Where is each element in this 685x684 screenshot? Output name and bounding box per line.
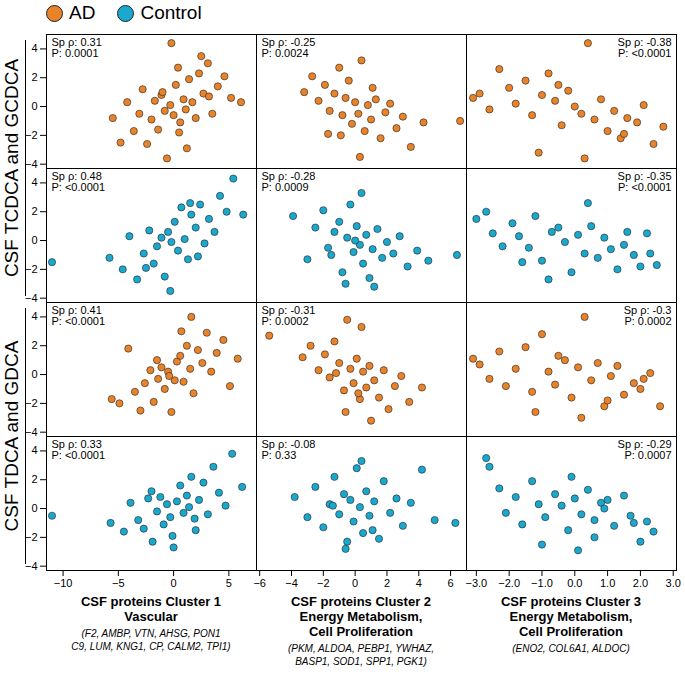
svg-text:0: 0 [31,100,37,112]
svg-text:4: 4 [31,444,37,456]
svg-text:0: 0 [31,234,37,246]
svg-text:0: 0 [31,502,37,514]
html-text:Cell Proliferation: Cell Proliferation [309,624,413,639]
svg-text:−2: −2 [317,577,330,589]
html-text:(ENO2, COL6A1, ALDOC): (ENO2, COL6A1, ALDOC) [512,643,630,654]
svg-text:0: 0 [31,368,37,380]
svg-text:4: 4 [31,310,37,322]
svg-text:−2: −2 [25,531,38,543]
html-text:CSF TCDCA and GCDCA: CSF TCDCA and GCDCA [1,58,22,278]
svg-text:2.0: 2.0 [633,577,648,589]
svg-text:−3.0: −3.0 [465,577,487,589]
html-text:Energy Metabolism,: Energy Metabolism, [299,609,423,624]
svg-text:2: 2 [31,339,37,351]
svg-text:Sp ρ: -0.38P: <0.0001: Sp ρ: -0.38P: <0.0001 [618,36,672,59]
html-text:(PKM, ALDOA, PEBP1, YWHAZ,: (PKM, ALDOA, PEBP1, YWHAZ, [287,643,435,654]
svg-text:Sp ρ: -0.35P: <0.0001: Sp ρ: -0.35P: <0.0001 [618,170,672,193]
html-text:Energy Metabolism,: Energy Metabolism, [509,609,633,624]
html-text:Cell Proliferation: Cell Proliferation [519,624,623,639]
svg-text:Sp ρ: -0.08P: 0.33: Sp ρ: -0.08P: 0.33 [262,438,316,461]
svg-text:2: 2 [31,473,37,485]
svg-text:−1.0: −1.0 [531,577,553,589]
svg-text:0: 0 [352,577,358,589]
svg-text:3.0: 3.0 [666,577,681,589]
svg-text:1.0: 1.0 [600,577,615,589]
svg-text:−4: −4 [25,292,38,304]
svg-text:Sp ρ: 0.33P: <0.0001: Sp ρ: 0.33P: <0.0001 [52,438,106,461]
svg-text:−5: −5 [112,577,125,589]
svg-text:−2: −2 [25,397,38,409]
svg-text:Sp ρ: 0.31P: 0.0001: Sp ρ: 0.31P: 0.0001 [52,36,102,59]
svg-text:5: 5 [226,577,232,589]
svg-text:2: 2 [384,577,390,589]
svg-text:−2.0: −2.0 [498,577,520,589]
html-text:CSF TDCA and GDCA: CSF TDCA and GDCA [1,340,22,532]
svg-text:−2: −2 [25,129,38,141]
svg-text:6: 6 [448,577,454,589]
html-text:AD: AD [69,2,96,23]
html-text:CSF proteins Cluster 2: CSF proteins Cluster 2 [290,594,432,609]
svg-text:2: 2 [31,205,37,217]
svg-text:Sp ρ: -0.25P: 0.0024: Sp ρ: -0.25P: 0.0024 [262,36,316,59]
svg-text:−4: −4 [25,158,38,170]
svg-text:4: 4 [416,577,422,589]
svg-text:0: 0 [171,577,177,589]
svg-text:−2: −2 [25,263,38,275]
svg-text:Sp ρ: -0.29P: 0.0007: Sp ρ: -0.29P: 0.0007 [618,438,672,461]
svg-text:Sp ρ: 0.41P: <0.0001: Sp ρ: 0.41P: <0.0001 [52,304,106,327]
svg-text:0.0: 0.0 [567,577,582,589]
svg-text:−4: −4 [25,560,38,572]
svg-text:4: 4 [31,42,37,54]
svg-text:Sp ρ: -0.3P: 0.0002: Sp ρ: -0.3P: 0.0002 [624,304,672,327]
svg-text:−4: −4 [285,577,298,589]
html-text:BASP1, SOD1, SPP1, PGK1): BASP1, SOD1, SPP1, PGK1) [295,656,427,667]
html-text:C9, LUM, KNG1, CP, CALM2, TPI1: C9, LUM, KNG1, CP, CALM2, TPI1) [71,641,231,652]
html-text:CSF proteins Cluster 1: CSF proteins Cluster 1 [80,594,222,609]
svg-text:Sp ρ: -0.28P: 0.0009: Sp ρ: -0.28P: 0.0009 [262,170,316,193]
html-text:CSF proteins Cluster 3: CSF proteins Cluster 3 [500,594,642,609]
html-text:(F2, AMBP, VTN, AHSG, PON1: (F2, AMBP, VTN, AHSG, PON1 [81,628,221,639]
svg-text:2: 2 [31,71,37,83]
svg-text:−4: −4 [25,426,38,438]
svg-text:−6: −6 [253,577,266,589]
svg-text:−10: −10 [54,577,73,589]
svg-text:4: 4 [31,176,37,188]
html-text:Control: Control [140,2,202,23]
svg-text:Sp ρ: -0.31P: 0.0002: Sp ρ: -0.31P: 0.0002 [262,304,316,327]
html-text:Vascular: Vascular [124,609,178,624]
svg-text:Sp ρ: 0.48P: <0.0001: Sp ρ: 0.48P: <0.0001 [52,170,106,193]
